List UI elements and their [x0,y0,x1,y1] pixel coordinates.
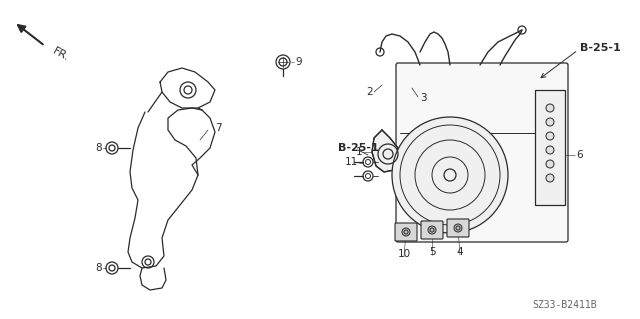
Text: 9: 9 [295,57,301,67]
Text: B-25-1: B-25-1 [580,43,621,53]
Text: 10: 10 [397,249,411,259]
Polygon shape [372,130,400,172]
Text: 11: 11 [345,157,358,167]
Circle shape [546,104,554,112]
Text: 7: 7 [215,123,221,133]
Text: 6: 6 [576,150,582,160]
Circle shape [546,118,554,126]
Circle shape [392,117,508,233]
Text: 8: 8 [95,143,102,153]
Text: 4: 4 [457,247,463,257]
Circle shape [546,146,554,154]
FancyBboxPatch shape [395,223,417,241]
Text: 8: 8 [95,263,102,273]
Circle shape [428,226,436,234]
Text: 1: 1 [355,147,362,157]
Circle shape [546,174,554,182]
Text: 2: 2 [366,87,373,97]
FancyBboxPatch shape [447,219,469,237]
Text: FR.: FR. [51,46,70,63]
Text: SZ33-B2411B: SZ33-B2411B [532,300,597,310]
Circle shape [546,160,554,168]
Circle shape [402,228,410,236]
Text: 3: 3 [420,93,427,103]
Circle shape [546,132,554,140]
Circle shape [454,224,462,232]
FancyBboxPatch shape [396,63,568,242]
FancyBboxPatch shape [421,221,443,239]
Text: B-25-1: B-25-1 [338,143,379,153]
Text: 5: 5 [429,247,435,257]
Bar [535,90,565,205]
